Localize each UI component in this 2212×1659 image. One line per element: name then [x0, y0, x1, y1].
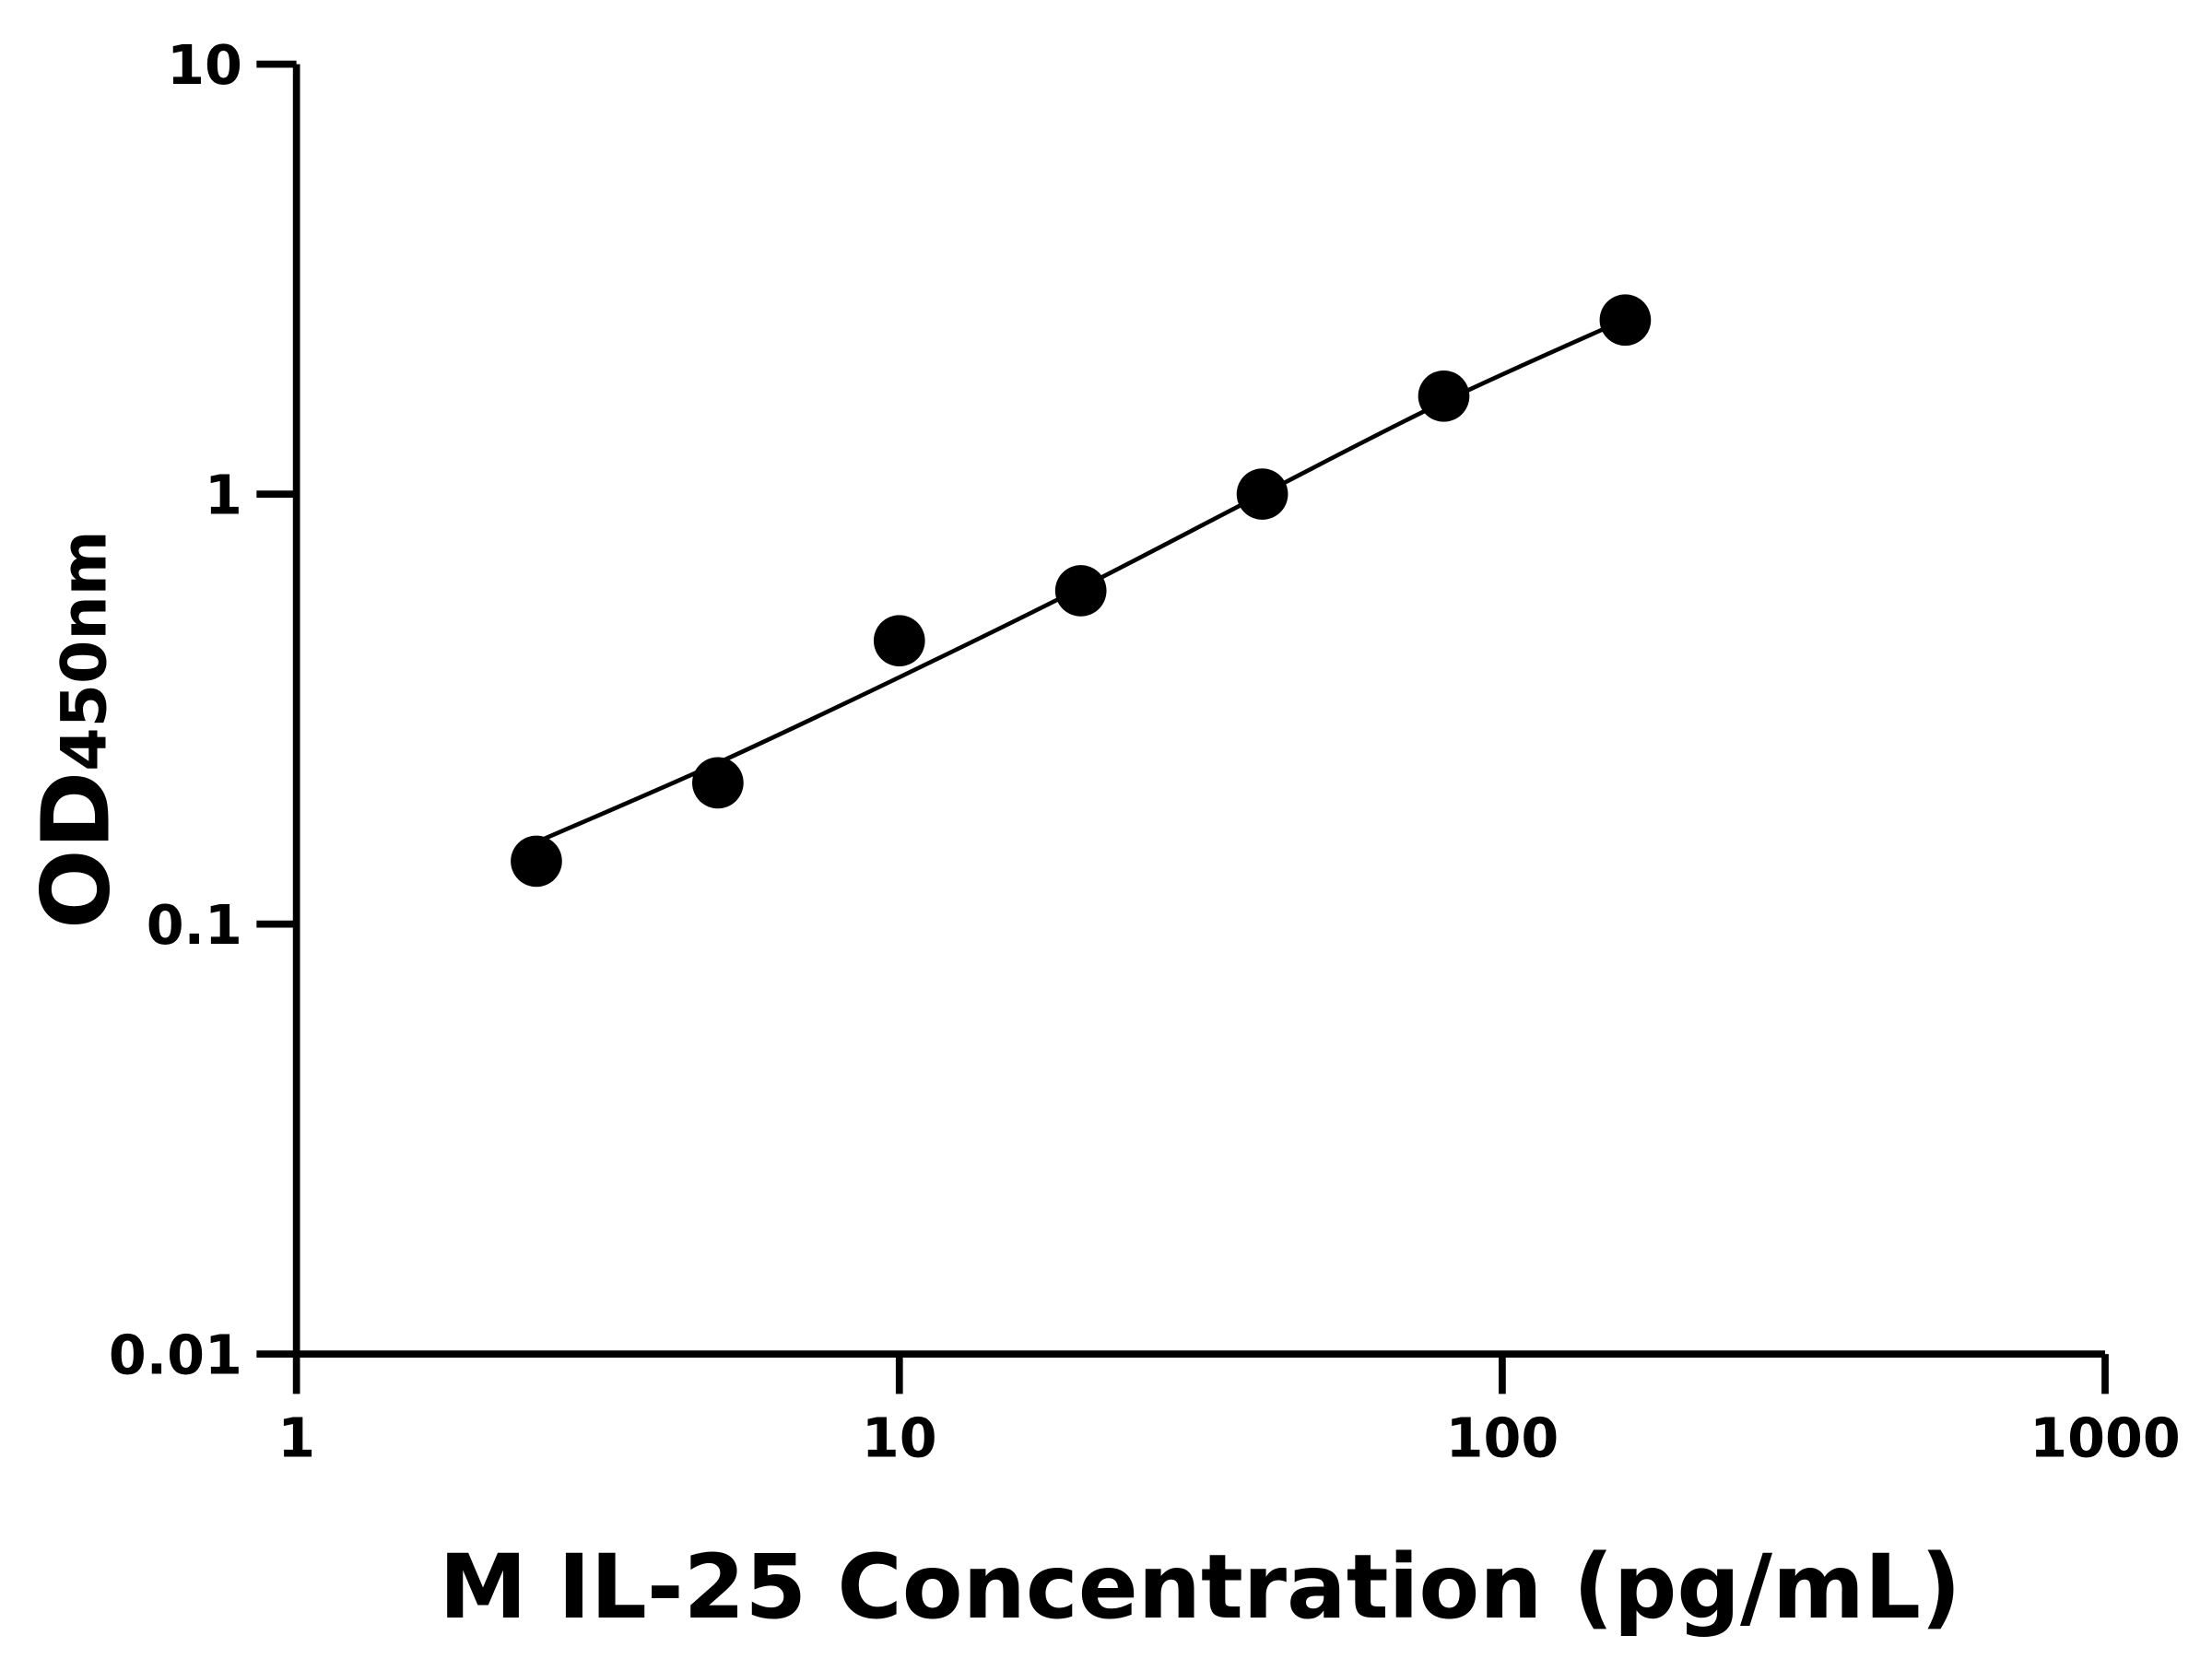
y-tick-label: 0.01: [109, 1324, 242, 1387]
y-tick-label: 1: [205, 464, 242, 527]
data-points: [511, 294, 1652, 888]
axes: [292, 64, 2106, 1358]
y-axis-label-main: OD: [22, 771, 132, 929]
data-point: [692, 757, 744, 809]
data-point: [1599, 294, 1652, 347]
x-tick-label: 10: [862, 1406, 937, 1469]
y-tick-label: 0.1: [147, 893, 242, 957]
data-point: [511, 835, 562, 888]
y-axis-label: OD450nm: [22, 530, 132, 929]
y-axis-label-sub: 450nm: [48, 530, 121, 771]
data-point: [1236, 468, 1288, 520]
y-tick-label: 10: [167, 33, 242, 97]
x-tick-label: 100: [1446, 1406, 1559, 1469]
data-point: [1054, 565, 1107, 617]
x-tick-label: 1: [277, 1406, 315, 1469]
x-tick-label: 1000: [2030, 1406, 2181, 1469]
ticks: 1 10 100 1000 0.01 0.1 1 10: [109, 33, 2181, 1469]
data-point: [873, 615, 925, 667]
x-axis-label: M IL-25 Concentration (pg/mL): [439, 1535, 1960, 1639]
data-point: [1418, 370, 1470, 422]
